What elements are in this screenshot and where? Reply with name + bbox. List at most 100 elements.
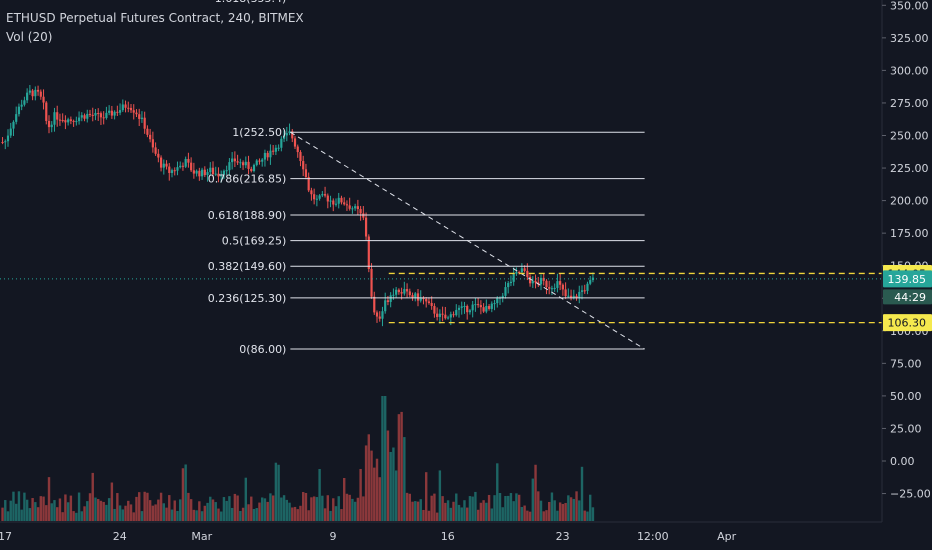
volume-bar — [184, 464, 187, 521]
volume-bar — [64, 494, 67, 521]
candle — [176, 161, 179, 176]
price-axis[interactable]: 350.00 325.00 300.00 275.00 250.00 225.00 200.… — [882, 0, 931, 501]
volume-bar — [400, 411, 403, 521]
volume-bar — [80, 511, 84, 521]
candle — [463, 301, 466, 314]
candle — [255, 159, 258, 167]
volume-bar — [373, 467, 376, 521]
volume-bar — [159, 492, 163, 521]
candle — [359, 205, 362, 221]
time-tick-label: 17 — [0, 530, 12, 543]
volume-bar — [146, 492, 149, 521]
symbol-title[interactable]: ETHUSD Perpetual Futures Contract, 240, … — [6, 11, 304, 25]
candle — [586, 281, 589, 295]
candle — [460, 301, 463, 315]
volume-bar — [102, 501, 105, 521]
candle — [550, 285, 554, 296]
candle — [220, 170, 223, 183]
fib-label: 1.618(355.4) — [215, 0, 287, 5]
volume-bar — [315, 497, 319, 521]
volume-bar — [375, 458, 379, 521]
volume-bar — [20, 509, 23, 521]
candle — [53, 107, 56, 132]
candle — [69, 116, 72, 125]
volume-bar — [517, 494, 521, 521]
candle — [269, 144, 272, 165]
volume-bar — [151, 505, 155, 521]
volume-bar — [200, 511, 204, 521]
volume-bar — [143, 491, 146, 521]
candle — [28, 85, 31, 95]
fib-retracement[interactable]: 1.618(355.4) 1(252.50) 0.786(216.85) 0.618(… — [208, 0, 645, 356]
candle — [154, 142, 157, 156]
candle — [34, 86, 37, 101]
candle — [108, 105, 111, 116]
candle — [58, 113, 62, 126]
volume-bar — [12, 491, 15, 521]
price-tick-label: −25.00 — [890, 488, 931, 501]
time-axis[interactable]: 17 24 Mar 9 16 23 12:00 Apr — [0, 530, 737, 543]
candle — [203, 166, 206, 178]
fib-label: 0.236(125.30) — [208, 292, 287, 305]
volume-bar — [340, 509, 343, 521]
volume-bar — [550, 492, 554, 521]
level-badge-lower: 106.30 — [883, 314, 932, 332]
candle — [351, 206, 354, 214]
volume-bar — [230, 507, 234, 521]
candle — [42, 89, 45, 110]
volume-bar — [509, 493, 513, 521]
volume-bar — [252, 508, 256, 521]
price-tick-label: 50.00 — [890, 390, 922, 403]
volume-bar — [520, 507, 524, 521]
horizontal-levels[interactable] — [0, 272, 882, 324]
volume-bar — [203, 505, 207, 521]
volume-bar — [173, 500, 176, 521]
volume-bar — [441, 496, 444, 521]
candle — [282, 130, 286, 143]
candle — [162, 159, 165, 175]
volume-bar — [269, 493, 272, 521]
candle — [181, 162, 185, 171]
candle — [293, 136, 297, 149]
fib-trendline[interactable] — [290, 131, 645, 350]
volume-bar — [291, 507, 294, 521]
volume-bar — [179, 499, 182, 521]
candle — [299, 150, 302, 167]
candle — [553, 283, 556, 292]
volume-bar — [425, 472, 428, 521]
candle — [504, 281, 507, 299]
candle — [88, 109, 92, 118]
volume-bar — [17, 491, 21, 521]
candle — [520, 263, 523, 274]
volume-bar — [239, 510, 242, 521]
volume-bar — [419, 499, 422, 521]
volume-bar — [476, 509, 480, 521]
candle — [277, 144, 280, 152]
volume-bar — [138, 492, 141, 521]
candle — [135, 109, 138, 118]
candle — [149, 128, 152, 143]
volume-bar — [39, 496, 43, 521]
volume-bar — [266, 501, 269, 521]
candle — [110, 105, 113, 119]
volume-bar — [263, 498, 267, 521]
candle — [209, 162, 212, 176]
volume-bar — [127, 500, 130, 521]
volume-bar — [154, 504, 157, 521]
volume-bar — [353, 501, 357, 521]
candle — [291, 129, 294, 143]
volume-bar — [45, 505, 48, 521]
candle — [569, 289, 573, 301]
fib-label: 1(252.50) — [232, 126, 286, 139]
candle — [487, 304, 491, 311]
volume-bar — [321, 495, 324, 521]
volume-indicator-label[interactable]: Vol (20) — [6, 30, 53, 44]
candle — [457, 305, 461, 318]
candle — [4, 139, 7, 150]
candle — [80, 112, 83, 122]
candle — [364, 212, 368, 241]
volume-bar — [430, 495, 433, 521]
candle — [403, 281, 406, 296]
volume-bar — [394, 470, 398, 521]
